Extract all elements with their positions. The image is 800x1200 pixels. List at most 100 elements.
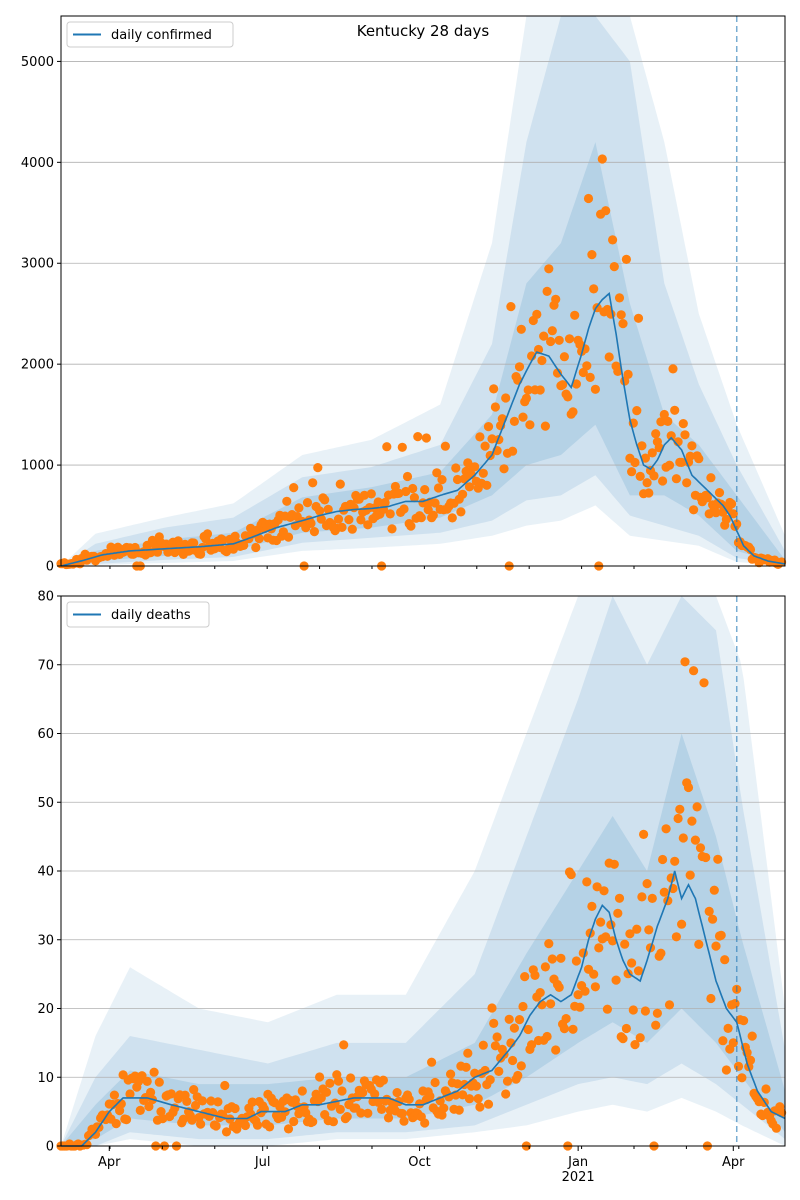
data-point <box>599 886 609 896</box>
data-point <box>651 1020 661 1030</box>
data-point <box>289 1116 299 1127</box>
data-point <box>611 975 621 985</box>
ytick-label: 0 <box>46 560 54 575</box>
data-point <box>109 1090 119 1100</box>
data-point <box>761 1084 771 1094</box>
data-point <box>297 1086 307 1096</box>
data-point <box>404 1094 414 1104</box>
data-point <box>213 1097 223 1107</box>
data-point <box>582 361 592 371</box>
data-point <box>252 1120 263 1130</box>
data-point <box>294 503 304 513</box>
data-point <box>678 419 688 429</box>
data-point <box>583 193 594 204</box>
data-point <box>535 988 545 998</box>
data-point <box>546 999 556 1009</box>
data-point <box>644 488 654 498</box>
data-point <box>561 1014 571 1024</box>
data-point <box>514 362 525 372</box>
data-point <box>333 514 344 524</box>
data-point <box>625 929 635 939</box>
data-point <box>408 483 418 494</box>
data-point <box>614 893 625 903</box>
data-point <box>721 514 732 524</box>
data-point <box>189 538 199 548</box>
data-point <box>689 505 699 515</box>
data-point <box>489 1018 499 1028</box>
data-point <box>661 824 671 834</box>
data-point <box>325 1078 335 1088</box>
data-point <box>333 1076 344 1086</box>
data-point <box>320 495 330 505</box>
data-point <box>694 939 704 950</box>
ytick-label: 10 <box>37 1071 54 1086</box>
legend-box <box>66 601 210 628</box>
legend-box <box>66 21 234 48</box>
data-point <box>328 1117 338 1127</box>
data-point <box>596 917 606 927</box>
data-point <box>656 417 666 427</box>
data-point <box>589 284 599 294</box>
data-point <box>211 1121 221 1131</box>
data-point <box>178 1114 188 1124</box>
data-point <box>547 326 557 336</box>
data-point <box>506 302 516 312</box>
data-point <box>283 1124 294 1134</box>
data-point <box>677 457 687 467</box>
data-point <box>666 431 676 441</box>
data-point <box>452 474 463 485</box>
data-point <box>475 432 485 442</box>
data-point <box>197 1096 207 1106</box>
data-point <box>685 870 695 880</box>
data-point <box>315 506 325 516</box>
data-point <box>635 471 645 481</box>
data-point <box>708 914 718 924</box>
confirmed-xaxis <box>109 566 740 569</box>
data-point <box>580 986 590 996</box>
data-point <box>397 442 407 452</box>
data-point <box>678 833 688 843</box>
ytick-label: 2000 <box>21 358 54 373</box>
data-point <box>687 441 697 451</box>
xtick-label: Apr <box>98 1155 121 1170</box>
data-point <box>544 264 554 274</box>
data-point <box>547 954 557 964</box>
data-point <box>542 1031 552 1042</box>
confirmed-legend: daily confirmed <box>66 21 234 48</box>
ytick-label: 50 <box>37 796 54 811</box>
deaths-legend: daily deaths <box>66 601 210 628</box>
ytick-label: 3000 <box>21 257 54 272</box>
data-point <box>664 1000 675 1010</box>
data-point <box>521 393 532 403</box>
data-point <box>594 943 604 953</box>
data-point <box>247 1097 257 1107</box>
data-point <box>704 906 714 917</box>
data-point <box>692 802 702 812</box>
data-point <box>349 503 359 513</box>
data-point <box>456 507 466 517</box>
data-point <box>640 1006 651 1016</box>
data-point <box>221 1127 232 1137</box>
data-point <box>628 1005 638 1015</box>
data-point <box>683 782 694 793</box>
data-point <box>482 480 492 490</box>
data-point <box>420 1118 430 1128</box>
data-point <box>121 1115 132 1125</box>
data-point <box>706 473 716 483</box>
data-point <box>642 478 652 488</box>
data-point <box>432 468 442 478</box>
ytick-label: 70 <box>37 658 54 673</box>
ytick-label: 4000 <box>21 156 54 171</box>
data-point <box>670 405 680 415</box>
ytick-label: 40 <box>37 865 54 880</box>
data-point <box>516 324 526 334</box>
data-point <box>601 206 611 216</box>
data-point <box>359 490 369 500</box>
data-point <box>337 522 347 533</box>
data-point <box>478 1040 488 1050</box>
data-point <box>609 859 619 869</box>
confirmed-axes-frame <box>60 15 786 567</box>
data-point <box>559 352 570 362</box>
data-point <box>623 369 633 379</box>
ytick-label: 20 <box>37 1002 54 1017</box>
